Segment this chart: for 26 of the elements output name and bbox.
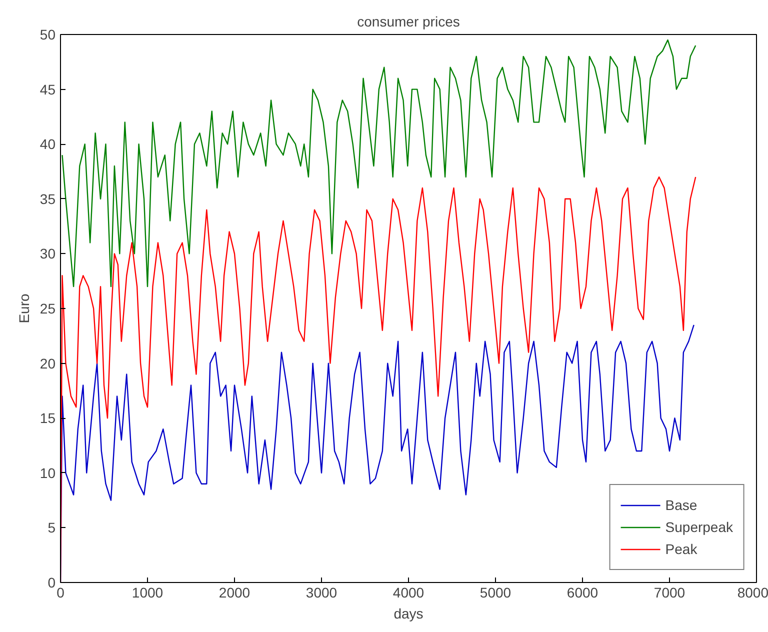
legend-label: Peak bbox=[665, 541, 698, 557]
x-axis-title: days bbox=[394, 606, 424, 622]
legend-label: Base bbox=[665, 497, 698, 513]
x-tick-label: 1000 bbox=[132, 584, 164, 600]
y-tick-label: 20 bbox=[40, 355, 56, 372]
y-tick-label: 35 bbox=[40, 190, 56, 207]
x-tick-label: 6000 bbox=[566, 584, 598, 600]
y-tick-label: 40 bbox=[40, 136, 56, 152]
y-tick-label: 10 bbox=[40, 464, 56, 481]
x-tick-label: 4000 bbox=[392, 584, 424, 600]
y-tick-label: 5 bbox=[48, 520, 56, 536]
y-tick-label: 25 bbox=[40, 300, 56, 316]
chart-title: consumer prices bbox=[357, 14, 460, 30]
x-tick-label: 7000 bbox=[654, 584, 686, 600]
y-tick-label: 30 bbox=[40, 246, 56, 262]
x-tick-label: 8000 bbox=[737, 584, 768, 600]
y-axis-title: Euro bbox=[16, 294, 32, 324]
x-tick-label: 3000 bbox=[306, 584, 338, 600]
y-tick-label: 50 bbox=[40, 26, 56, 42]
y-tick-label: 0 bbox=[48, 574, 56, 590]
x-tick-label: 5000 bbox=[480, 584, 512, 600]
y-tick-label: 15 bbox=[40, 410, 56, 426]
legend-label: Superpeak bbox=[665, 519, 733, 535]
line-series bbox=[62, 39, 696, 288]
x-tick-label: 2000 bbox=[218, 584, 250, 600]
y-tick-label: 45 bbox=[40, 81, 56, 98]
